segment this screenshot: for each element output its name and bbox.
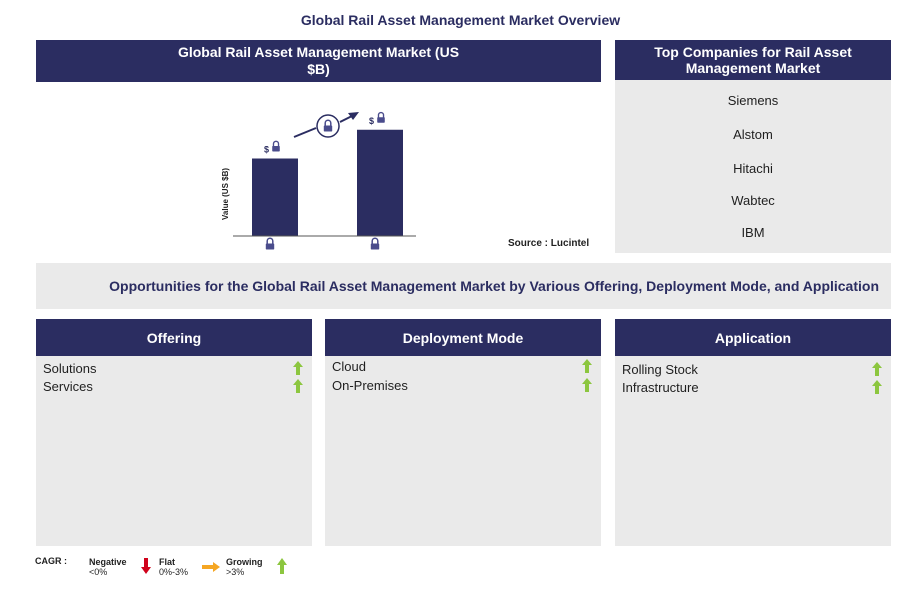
growing-arrow-icon	[293, 379, 303, 393]
segment-item: Cloud	[332, 357, 593, 375]
bar-chart: Value (US $B) $ $	[221, 111, 416, 250]
companies-header: Top Companies for Rail Asset Management …	[615, 40, 891, 80]
legend-flat-range: 0%-3%	[159, 567, 189, 577]
lock-icon	[272, 140, 280, 152]
growth-arrow-head	[348, 112, 359, 120]
legend-flat-label: Flat	[159, 557, 176, 567]
segment-item-label: Services	[43, 378, 93, 394]
segment-item-label: On-Premises	[332, 377, 408, 393]
growing-arrow-icon	[582, 359, 592, 373]
company-item: Wabtec	[731, 193, 775, 208]
data-label-prefix: $	[369, 116, 374, 126]
chart-header: Global Rail Asset Management Market (US …	[36, 40, 601, 82]
segment-item: Services	[43, 377, 304, 395]
segment-item: Solutions	[43, 359, 304, 377]
segment-deployment-mode: Deployment Mode Cloud On-Premises	[325, 319, 601, 546]
growing-arrow-icon	[582, 378, 592, 392]
segment-item: Rolling Stock	[622, 360, 883, 378]
segment-title: Deployment Mode	[325, 319, 601, 356]
page-title: Global Rail Asset Management Market Over…	[300, 12, 621, 28]
growing-arrow-icon	[872, 362, 882, 376]
company-item: Hitachi	[733, 161, 773, 176]
lock-icon	[323, 119, 333, 132]
lock-icon	[377, 111, 385, 123]
chart-source: Source : Lucintel	[508, 238, 590, 249]
flat-arrow-icon	[202, 562, 220, 572]
growing-arrow-icon	[872, 380, 882, 394]
negative-arrow-icon	[141, 558, 151, 574]
segment-item: On-Premises	[332, 376, 593, 394]
segment-offering: Offering Solutions Services	[36, 319, 312, 546]
bar	[252, 158, 298, 236]
lock-icon	[265, 237, 275, 250]
company-item: IBM	[741, 225, 765, 240]
segment-application: Application Rolling Stock Infrastructure	[615, 319, 891, 546]
segment-item: Infrastructure	[622, 378, 883, 396]
segment-item-label: Infrastructure	[622, 379, 699, 395]
segment-item-label: Solutions	[43, 360, 97, 376]
companies-header-text: Top Companies for Rail Asset Management …	[654, 44, 852, 76]
legend-negative-range: <0%	[89, 567, 108, 577]
opportunities-banner: Opportunities for the Global Rail Asset …	[36, 263, 891, 309]
segment-item-label: Cloud	[332, 358, 366, 374]
opportunities-title: Opportunities for the Global Rail Asset …	[109, 278, 879, 294]
lock-icon	[370, 237, 380, 250]
segment-title: Application	[615, 319, 891, 356]
bar	[357, 129, 403, 236]
legend-label: CAGR :	[35, 556, 67, 566]
y-axis-label: Value (US $B)	[221, 168, 230, 220]
data-label-prefix: $	[264, 145, 269, 155]
segment-item-label: Rolling Stock	[622, 361, 698, 377]
chart-header-text: Global Rail Asset Management Market (US …	[177, 44, 460, 77]
growth-arrow-line	[293, 127, 317, 138]
company-item: Siemens	[727, 93, 779, 108]
companies-list: Siemens Alstom Hitachi Wabtec IBM	[615, 80, 891, 253]
growing-arrow-icon	[293, 361, 303, 375]
segment-title: Offering	[36, 319, 312, 356]
growing-arrow-icon	[277, 558, 287, 574]
company-item: Alstom	[733, 127, 773, 142]
chart-area: Value (US $B) $ $ Source : Lucintel	[36, 82, 601, 257]
cagr-legend: CAGR : Negative <0% Flat 0%-3% Growing >…	[35, 554, 335, 594]
legend-negative-label: Negative	[89, 557, 127, 567]
legend-growing-range: >3%	[226, 567, 245, 577]
legend-growing-label: Growing	[226, 557, 263, 567]
